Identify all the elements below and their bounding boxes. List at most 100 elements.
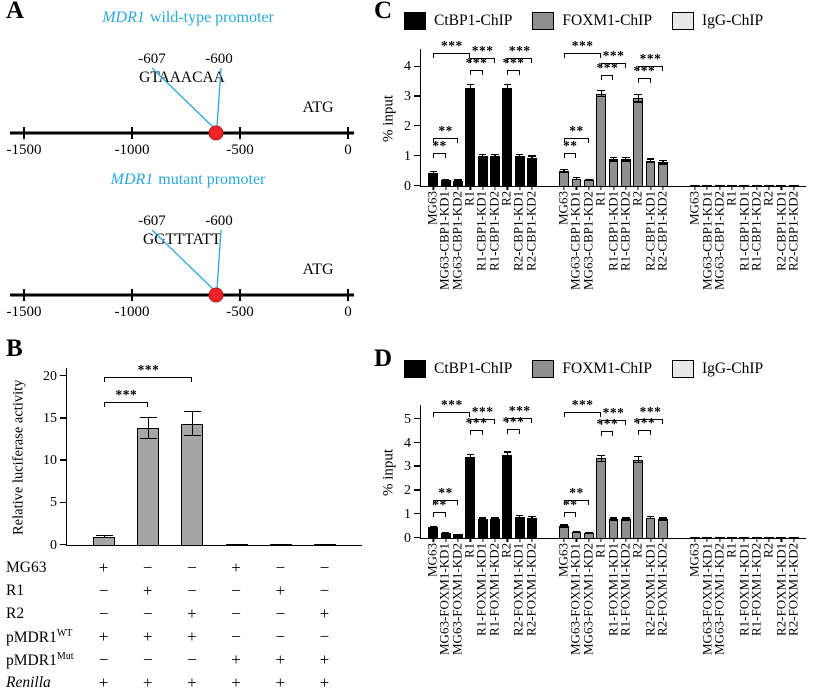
matrix-cell: −	[231, 604, 241, 623]
matrix-row: pMDR1Mut − − − + + +	[0, 650, 368, 673]
x-axis-labels: MG63 MG63-FOXM1-KD1 MG63-FOXM1-KD2 R1 R1-FOX…	[420, 543, 806, 695]
error-bar-cap	[454, 533, 462, 536]
x-tick-mark	[731, 538, 733, 542]
significance-bracket: ***	[507, 43, 533, 64]
gene-name: MDR1	[101, 9, 145, 26]
error-bar-cap	[609, 517, 618, 519]
error-bar-cap	[503, 457, 512, 459]
significance-bracket: ***	[564, 397, 602, 417]
error-bar	[659, 159, 667, 165]
binding-site-dot	[208, 287, 224, 303]
significance-stars: ***	[596, 415, 619, 431]
matrix-cell: −	[98, 604, 109, 623]
error-bar-cap	[516, 514, 524, 517]
error-bar-cap	[597, 460, 605, 462]
significance-bracket: ***	[433, 397, 471, 417]
matrix-row-name: Renilla	[6, 674, 51, 692]
matrix-cell: −	[275, 627, 286, 646]
y-tick-mark	[60, 375, 67, 377]
matrix-cell: +	[98, 558, 109, 577]
bar	[596, 458, 607, 538]
y-tick-mark	[414, 512, 421, 515]
bar	[465, 457, 476, 538]
callout-line-left	[151, 229, 214, 290]
significance-bracket: ***	[633, 415, 655, 435]
significance-bracket: ***	[596, 60, 618, 81]
bar	[788, 537, 799, 538]
significance-bracket: ***	[104, 362, 193, 382]
x-axis-label: R2-CBP1-KD2	[785, 191, 801, 272]
significance-bracket: ***	[601, 405, 626, 426]
error-bar	[659, 517, 667, 521]
error-bar-cap	[466, 84, 475, 86]
matrix-cells: + − − + − −	[66, 558, 362, 581]
error-bar-cap	[503, 90, 512, 92]
bar	[559, 526, 570, 538]
error-bar	[516, 514, 524, 519]
error-bar-cap	[634, 93, 642, 95]
bar	[764, 537, 774, 538]
chip-bar-chart-ctbp1-kd: 0 1 2 3 4 ** ** *** *** *** *** *** ** ** *** *** *** ***…	[404, 38, 806, 194]
significance-stars: ***	[502, 413, 525, 429]
matrix-row-name: pMDR1Mut	[6, 651, 74, 670]
error-bar-line	[531, 516, 533, 520]
bar	[181, 423, 204, 545]
x-axis-labels: MG63 MG63-CBP1-KD1 MG63-CBP1-KD2 R1 R1-CBP1-…	[420, 191, 806, 343]
binding-sequence: GTAAACAA	[139, 69, 226, 86]
error-bar-line	[531, 155, 533, 161]
y-axis-title: Relative luciferase activity	[10, 379, 27, 535]
bar	[702, 185, 713, 186]
bar	[559, 171, 570, 186]
significance-stars: ***	[471, 43, 494, 59]
significance-bracket: ***	[503, 414, 524, 434]
error-bar-cap	[491, 519, 499, 521]
error-bar-cap	[572, 177, 581, 179]
y-tick-mark	[60, 417, 67, 419]
legend-item: IgG-ChIP	[671, 12, 763, 30]
matrix-cells: − − − + + +	[66, 650, 362, 673]
bar	[776, 537, 787, 538]
error-bar-line	[494, 517, 496, 521]
x-tick-mark	[756, 186, 758, 190]
error-bar	[441, 178, 450, 182]
error-bar	[560, 169, 568, 174]
error-bar-line	[637, 93, 639, 103]
axis-tick-label: 0	[344, 142, 352, 158]
bar	[633, 98, 644, 186]
error-bar-cap	[659, 163, 667, 165]
axis-tick-label: -1000	[115, 304, 150, 320]
error-bar-cap	[516, 517, 524, 519]
legend-label: CtBP1-ChIP	[434, 12, 513, 29]
bar	[764, 185, 774, 186]
x-axis-label: R1-FOXM1-KD2	[617, 543, 633, 637]
bar	[690, 185, 700, 186]
error-bar	[441, 532, 450, 535]
position-right-label: -600	[205, 213, 233, 229]
x-axis-label: R2-CBP1-KD2	[523, 191, 539, 272]
matrix-row: pMDR1WT + + + − − −	[0, 627, 368, 650]
matrix-row-name-text: pMDR1	[6, 629, 57, 647]
error-bar	[528, 155, 536, 161]
x-tick-mark	[780, 538, 782, 542]
error-bar-cap	[96, 536, 113, 539]
error-bar	[585, 532, 593, 535]
bar	[608, 519, 619, 538]
chip-bar-chart-foxm1-kd: 0 1 2 3 4 5 ** ** *** *** *** *** *** ** ** *** *** *** **…	[404, 397, 806, 546]
error-bar-cap	[572, 531, 581, 534]
x-axis-label: MG63-FOXM1-KD2	[449, 543, 465, 655]
axis-tick-label: -1500	[7, 142, 42, 158]
error-bar-line	[625, 517, 627, 521]
error-bar-cap	[585, 532, 593, 535]
error-bar	[491, 153, 499, 159]
axis-tick-label: -500	[226, 142, 254, 158]
x-tick-mark	[694, 186, 696, 190]
wildtype-title-rest: wild-type promoter	[150, 9, 275, 26]
significance-bracket: **	[433, 485, 458, 505]
y-tick-mark	[414, 441, 421, 443]
error-bar	[528, 516, 536, 520]
significance-stars: ***	[508, 43, 531, 59]
x-tick-mark	[743, 186, 745, 190]
x-tick-mark	[793, 538, 795, 542]
matrix-cells: − − + − − +	[66, 604, 362, 627]
bar	[714, 185, 725, 186]
